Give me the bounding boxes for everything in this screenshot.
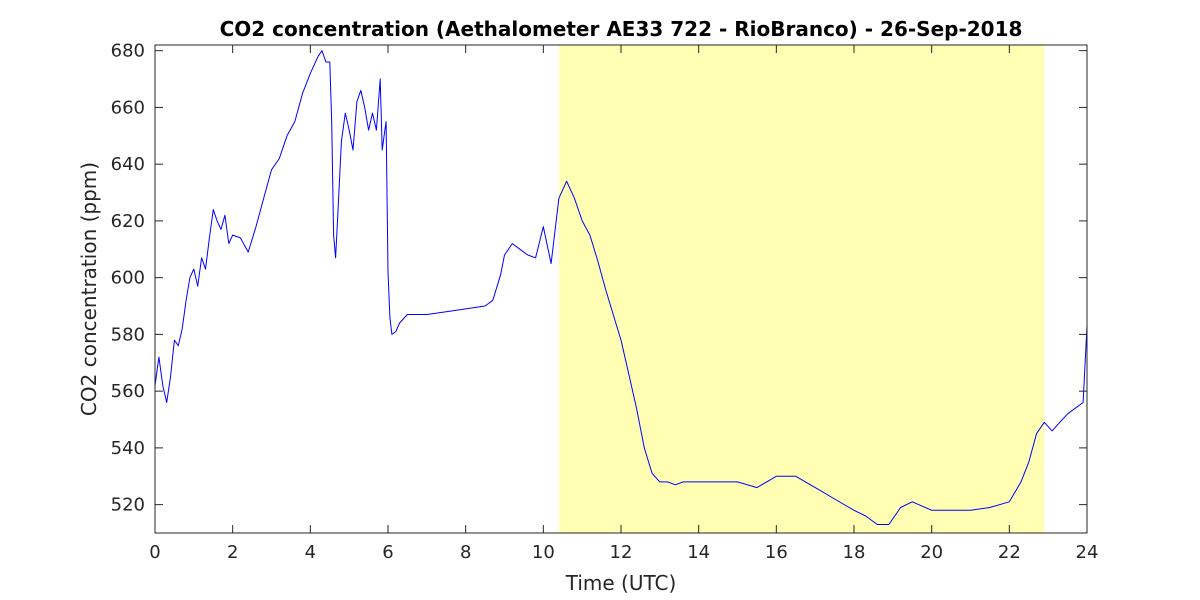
series-layer xyxy=(154,50,1088,525)
x-tick-label: 6 xyxy=(382,542,393,563)
x-tick-label: 2 xyxy=(227,542,238,563)
y-tick-label: 520 xyxy=(111,495,145,516)
x-tick-label: 24 xyxy=(1076,542,1099,563)
x-tick-label: 14 xyxy=(687,542,710,563)
y-tick-label: 540 xyxy=(111,438,145,459)
y-tick-label: 580 xyxy=(111,324,145,345)
y-axis: 520 540 560 580 600 620 640 660 680 xyxy=(111,41,1087,516)
x-tick-label: 0 xyxy=(149,542,160,563)
y-tick-label: 560 xyxy=(111,381,145,402)
x-tick-label: 12 xyxy=(610,542,633,563)
y-tick-label: 640 xyxy=(111,154,145,175)
x-tick-label: 16 xyxy=(765,542,788,563)
y-tick-label: 660 xyxy=(111,97,145,118)
x-tick-label: 10 xyxy=(532,542,555,563)
x-tick-label: 4 xyxy=(305,542,316,563)
x-tick-label: 20 xyxy=(920,542,943,563)
x-tick-label: 8 xyxy=(460,542,471,563)
y-tick-label: 680 xyxy=(111,41,145,62)
x-axis: 0 2 4 6 8 10 12 14 16 18 20 22 24 xyxy=(149,45,1098,563)
y-axis-label: CO2 concentration (ppm) xyxy=(77,162,101,416)
x-axis-label: Time (UTC) xyxy=(565,571,677,595)
series-line xyxy=(154,50,1088,525)
x-tick-label: 22 xyxy=(998,542,1021,563)
highlight-band xyxy=(558,45,1045,533)
x-tick-label: 18 xyxy=(843,542,866,563)
y-tick-label: 620 xyxy=(111,211,145,232)
y-tick-label: 600 xyxy=(111,268,145,289)
chart-title: CO2 concentration (Aethalometer AE33 722… xyxy=(220,17,1023,41)
